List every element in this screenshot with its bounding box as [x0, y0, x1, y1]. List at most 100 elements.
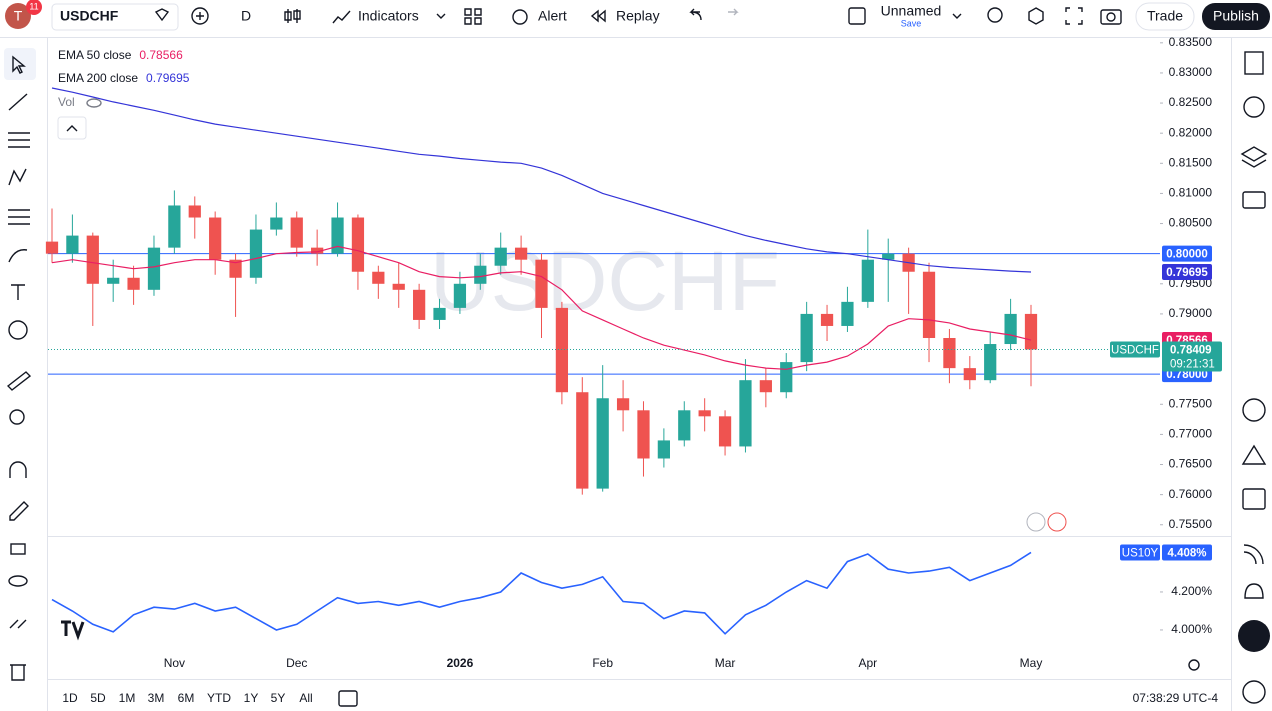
cursor-button[interactable]: [4, 48, 36, 80]
zoom-icon[interactable]: [9, 409, 25, 425]
publish[interactable]: Publish: [1213, 8, 1259, 24]
stream-icon[interactable]: [1243, 544, 1264, 565]
ema-badge: [1162, 264, 1212, 281]
search-icon[interactable]: [987, 7, 1003, 23]
candle-body: [616, 398, 630, 411]
volume-legend[interactable]: Vol: [58, 95, 75, 109]
event-icon[interactable]: [1026, 512, 1046, 532]
apps-button[interactable]: [1238, 620, 1270, 652]
series-line: [51, 245, 1032, 370]
trash-icon[interactable]: [10, 664, 26, 681]
emoji-icon[interactable]: [8, 320, 28, 340]
notifications-icon[interactable]: [1244, 583, 1264, 599]
candle-body: [596, 398, 609, 489]
range-button[interactable]: YTD: [207, 691, 231, 705]
y-tick-label: 0.76500: [1169, 457, 1213, 471]
y-tick-label: 0.77000: [1169, 427, 1213, 441]
fib-icon[interactable]: [8, 132, 30, 148]
range-button[interactable]: 1Y: [244, 691, 259, 705]
candle-body: [1004, 313, 1017, 345]
projection-icon[interactable]: [8, 209, 30, 225]
help-icon[interactable]: [1242, 680, 1266, 704]
ideas-icon[interactable]: [1241, 444, 1267, 465]
clock[interactable]: 07:38:29 UTC-4: [1133, 691, 1219, 705]
alert[interactable]: Alert: [538, 8, 567, 24]
candle-body: [392, 283, 405, 290]
replay[interactable]: Replay: [616, 8, 660, 24]
magnet-icon[interactable]: [9, 461, 27, 478]
layers-icon[interactable]: [1240, 146, 1268, 168]
settings-icon[interactable]: [1028, 7, 1044, 25]
symbol[interactable]: USDCHF: [60, 8, 119, 24]
x-tick-label: Feb: [592, 656, 613, 670]
trade-button[interactable]: [1135, 2, 1195, 31]
save[interactable]: Save: [901, 18, 922, 28]
range-button[interactable]: 5Y: [271, 691, 286, 705]
trade[interactable]: Trade: [1147, 8, 1183, 24]
candle-body: [127, 277, 140, 290]
range-button[interactable]: 1D: [62, 691, 78, 705]
axis-settings-icon[interactable]: [1188, 659, 1200, 671]
candle-body: [780, 362, 793, 393]
range-button[interactable]: 3M: [148, 691, 165, 705]
candle-body: [861, 259, 874, 302]
hide-icon[interactable]: [8, 575, 28, 587]
date-range-icon[interactable]: [338, 690, 358, 707]
interval[interactable]: D: [241, 8, 251, 24]
candle-body: [841, 301, 854, 326]
y-tick-label: 0.81500: [1169, 155, 1213, 169]
candle-body: [453, 283, 467, 308]
candle-body: [351, 217, 365, 272]
snapshot-icon[interactable]: [1100, 9, 1122, 25]
y-tick-label: 0.77500: [1169, 396, 1213, 410]
brush-icon[interactable]: [8, 249, 28, 263]
candle-body: [576, 392, 589, 489]
calendar-icon[interactable]: [1242, 488, 1266, 510]
indicators[interactable]: Indicators: [358, 8, 419, 24]
link-icon[interactable]: [9, 619, 27, 629]
text-icon[interactable]: [11, 284, 25, 300]
avatar[interactable]: [5, 3, 31, 29]
candle-body: [637, 410, 650, 459]
event-icon[interactable]: [1047, 512, 1067, 532]
indicators-icon: [332, 10, 351, 24]
candle-body: [535, 259, 548, 308]
alerts-icon[interactable]: [1243, 96, 1265, 118]
y-tick-label: 0.80500: [1169, 216, 1213, 230]
add-symbol-icon[interactable]: [191, 7, 209, 25]
chat-icon[interactable]: [1242, 191, 1266, 209]
candle-body: [413, 289, 426, 320]
replay-icon: [590, 9, 606, 23]
undo-icon[interactable]: [689, 8, 702, 21]
chart-type-icon[interactable]: [284, 9, 301, 23]
legend-name[interactable]: EMA 200 close: [58, 71, 138, 85]
y-tick-label: 0.75500: [1169, 517, 1213, 531]
horizontal-line-label: 0.78000: [1166, 369, 1208, 381]
candle-body: [1024, 313, 1038, 350]
range-button[interactable]: 5D: [90, 691, 106, 705]
target-icon[interactable]: [1242, 398, 1266, 422]
range-button[interactable]: 1M: [119, 691, 136, 705]
pattern-icon[interactable]: [8, 168, 27, 186]
publish-button[interactable]: [1202, 3, 1270, 30]
collapse-legend[interactable]: [57, 116, 87, 140]
candle-body: [229, 259, 242, 278]
range-button[interactable]: All: [299, 691, 312, 705]
range-button[interactable]: 6M: [178, 691, 195, 705]
candle-body: [820, 313, 834, 326]
lock-icon[interactable]: [10, 543, 26, 555]
notification-badge: [26, 0, 42, 15]
fullscreen-icon[interactable]: [1065, 7, 1083, 25]
hide-volume-icon[interactable]: [86, 98, 102, 108]
redo-icon[interactable]: [728, 8, 739, 16]
draw-lock-icon[interactable]: [9, 501, 29, 521]
layout-name[interactable]: Unnamed: [881, 3, 942, 19]
symbol-box[interactable]: [51, 3, 179, 31]
layout-icon[interactable]: [848, 7, 866, 25]
candle-body: [984, 344, 997, 381]
templates-icon[interactable]: [464, 8, 482, 25]
ruler-icon[interactable]: [6, 371, 32, 391]
trendline-icon[interactable]: [8, 93, 28, 111]
watchlist-icon[interactable]: [1244, 51, 1264, 75]
legend-name[interactable]: EMA 50 close: [58, 48, 132, 62]
